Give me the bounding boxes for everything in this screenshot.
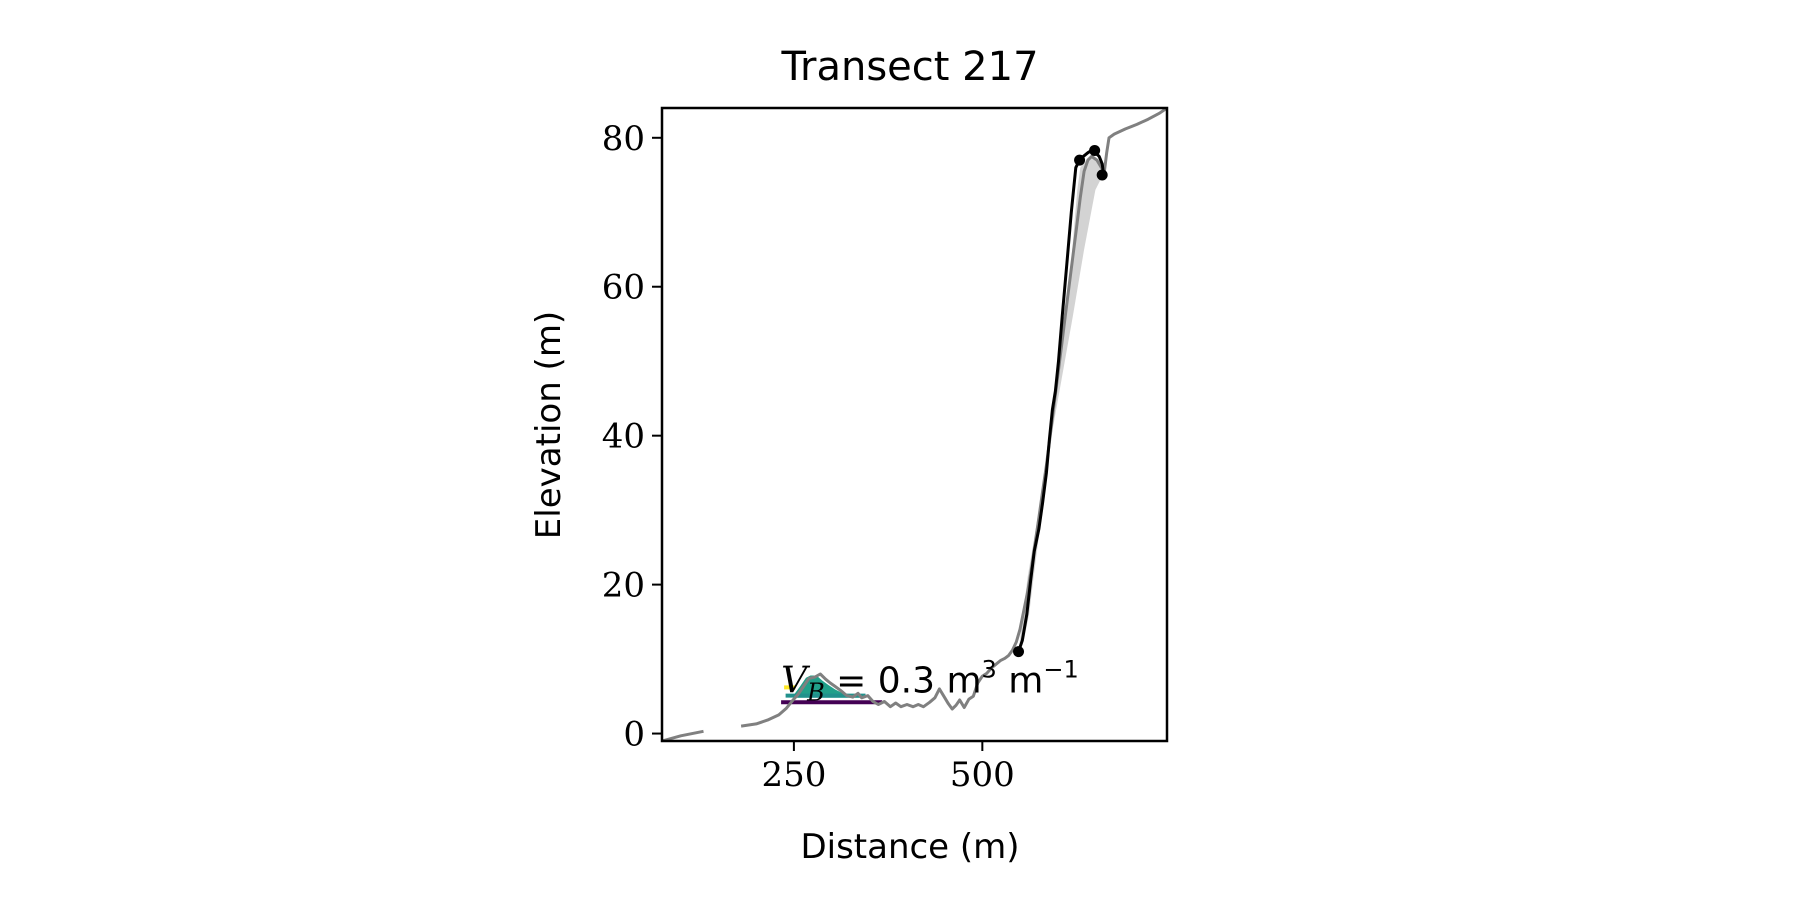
plot-area xyxy=(662,108,1167,741)
x-axis-label: Distance (m) xyxy=(800,827,1019,867)
x-axis-ticks: 250 500 xyxy=(761,741,1015,795)
profile-marker-0 xyxy=(1013,646,1025,658)
chart-title: Transect 217 xyxy=(780,44,1038,90)
plot-content xyxy=(662,108,1167,741)
plot-frame xyxy=(660,106,1169,743)
fitted-profile-line xyxy=(1017,148,1106,653)
profile-line-segment-1 xyxy=(740,108,1167,728)
dune-volume-fill xyxy=(793,675,866,698)
annotation-main: V xyxy=(781,661,811,702)
x-tick-label: 500 xyxy=(950,755,1015,795)
profile-marker-1 xyxy=(1074,154,1086,166)
annotation-mid: m xyxy=(997,661,1044,702)
profile-marker-3 xyxy=(1096,169,1108,181)
annotation-sup1: 3 xyxy=(982,656,997,684)
y-tick-label: 80 xyxy=(602,119,645,159)
y-axis-ticks: 0 20 40 60 80 xyxy=(602,119,662,755)
y-tick-label: 40 xyxy=(602,417,645,457)
annotation-rest: = 0.3 m xyxy=(825,661,982,702)
annotation-sub: B xyxy=(806,679,825,707)
y-tick-label: 20 xyxy=(602,566,645,606)
profile-marker-2 xyxy=(1089,144,1101,156)
y-axis-label: Elevation (m) xyxy=(529,311,569,539)
y-tick-label: 0 xyxy=(623,715,645,755)
x-tick-label: 250 xyxy=(761,755,826,795)
y-tick-label: 60 xyxy=(602,268,645,308)
volume-annotation: VB = 0.3 m3 m−1 xyxy=(781,656,1079,707)
profile-line-segment-0 xyxy=(662,729,704,741)
annotation-sup2: −1 xyxy=(1043,656,1078,684)
